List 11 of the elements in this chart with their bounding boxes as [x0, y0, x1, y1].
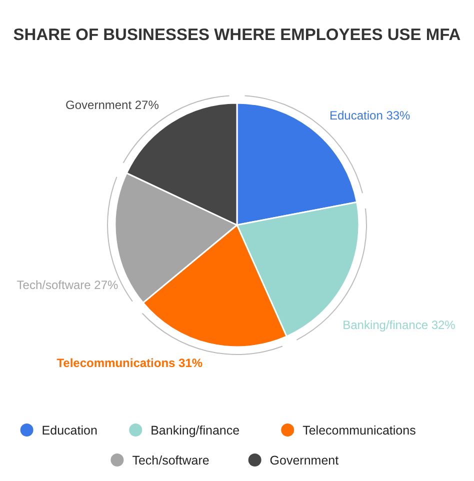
chart-title: SHARE OF BUSINESSES WHERE EMPLOYEES USE MFA: [13, 26, 461, 44]
category-label: Tech/software 27%: [16, 278, 118, 292]
category-label: Education 33%: [330, 108, 410, 123]
legend-label: Government: [270, 454, 340, 468]
category-label: Telecommunications 31%: [56, 356, 203, 370]
category-label: Government 27%: [66, 98, 159, 112]
legend-label: Telecommunications: [302, 424, 416, 438]
legend-label: Education: [42, 424, 98, 438]
legend-label: Tech/software: [132, 454, 210, 468]
category-label: Banking/finance 32%: [342, 318, 456, 332]
legend-label: Banking/finance: [150, 424, 240, 438]
